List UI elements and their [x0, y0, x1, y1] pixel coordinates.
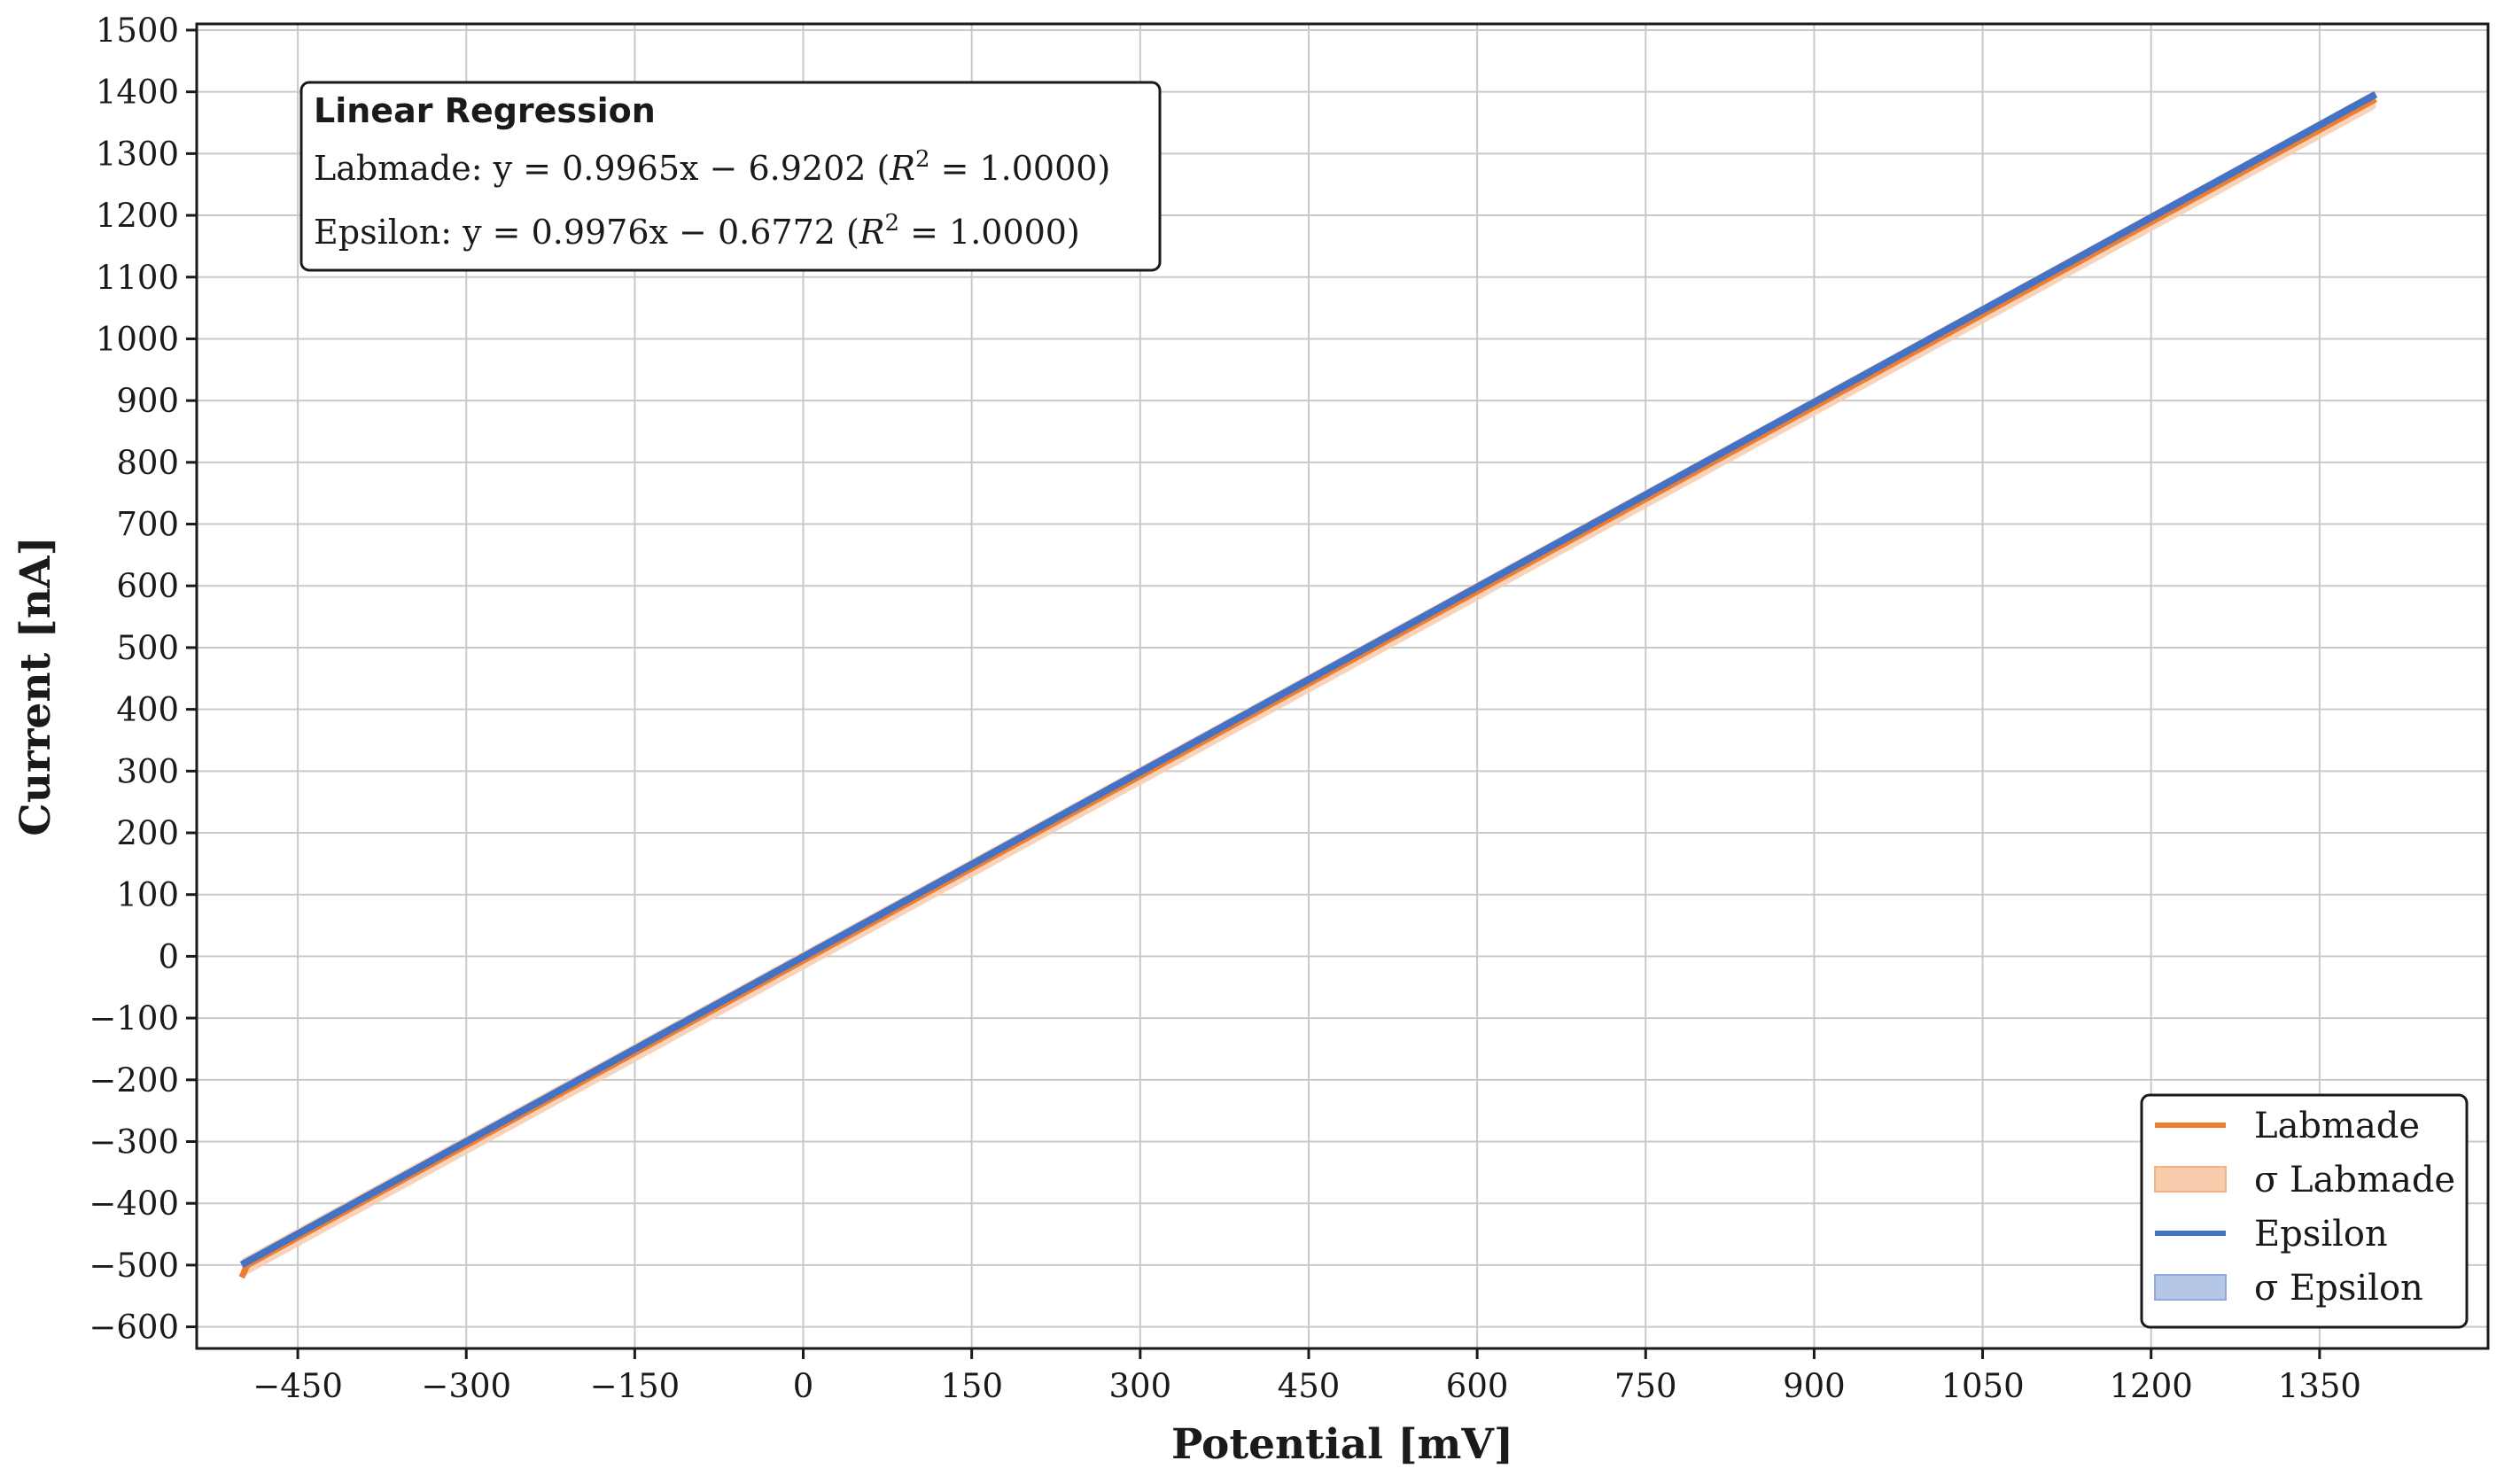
y-tick-label: 1500 [96, 12, 179, 50]
y-tick-label: −100 [89, 999, 179, 1037]
regression-annotation-box: Linear Regression Labmade: y = 0.9965x −… [299, 81, 1162, 272]
x-tick-label: −150 [590, 1367, 680, 1405]
annotation-labmade-exp: 2 [915, 146, 930, 173]
legend-label-sigma-labmade: σ Labmade [2254, 1160, 2455, 1200]
y-tick-label: 1200 [96, 197, 179, 235]
x-tick-label: 300 [1109, 1367, 1172, 1405]
legend-label-sigma-epsilon: σ Epsilon [2254, 1268, 2423, 1309]
y-tick-label: 100 [116, 876, 179, 914]
y-tick-label: −200 [89, 1061, 179, 1099]
y-tick-label: 1300 [96, 135, 179, 173]
annotation-epsilon-r: R [859, 213, 885, 252]
x-tick-label: 1200 [2110, 1367, 2193, 1405]
annotation-epsilon-suffix: = 1.0000) [899, 213, 1080, 252]
series-line-epsilon [239, 90, 2378, 1269]
y-tick-label: 900 [116, 382, 179, 420]
annotation-frame [299, 81, 1162, 272]
x-tick-label: 150 [940, 1367, 1003, 1405]
plot-frame [195, 22, 2490, 1350]
y-tick-label: −300 [89, 1123, 179, 1162]
annotation-labmade-prefix: Labmade: y = 0.9965x − 6.9202 ( [314, 149, 890, 188]
legend-label-epsilon: Epsilon [2254, 1214, 2388, 1255]
y-tick-label: 0 [158, 937, 179, 975]
annotation-labmade-r: R [889, 149, 915, 188]
y-tick-label: 1100 [96, 259, 179, 297]
x-tick-label: 600 [1446, 1367, 1509, 1405]
y-tick-label: 1400 [96, 74, 179, 112]
series-layer [238, 89, 2378, 1279]
annotation-epsilon-prefix: Epsilon: y = 0.9976x − 0.6772 ( [314, 213, 859, 252]
x-tick-label: 1350 [2278, 1367, 2361, 1405]
x-tick-label: 450 [1278, 1367, 1341, 1405]
y-tick-label: −400 [89, 1185, 179, 1223]
y-tick-label: 1000 [96, 320, 179, 358]
y-tick-label: 400 [116, 691, 179, 729]
annotation-labmade-suffix: = 1.0000) [930, 149, 1111, 188]
x-tick-label: 900 [1783, 1367, 1846, 1405]
y-tick-label: 800 [116, 444, 179, 482]
y-tick-label: 500 [116, 629, 179, 667]
x-axis-title: Potential [mV] [1171, 1420, 1513, 1469]
y-tick-label: 600 [116, 567, 179, 605]
annotation-epsilon-exp: 2 [884, 210, 899, 237]
y-axis-title: Current [nA] [12, 536, 60, 835]
x-tick-label: 1050 [1940, 1367, 2024, 1405]
y-tick-label: 700 [116, 506, 179, 544]
legend-swatch-sigma-epsilon [2154, 1274, 2227, 1301]
annotation-line-labmade: Labmade: y = 0.9965x − 6.9202 (R2 = 1.00… [314, 146, 1110, 188]
legend-label-labmade: Labmade [2254, 1106, 2420, 1146]
ticks: −450 −300 −150 0 150 300 450 600 750 900 1050 1200 1… [89, 12, 2361, 1405]
y-tick-label: −600 [89, 1309, 179, 1347]
annotation-title: Linear Regression [314, 91, 656, 130]
y-tick-label: 300 [116, 752, 179, 790]
annotation-line-epsilon: Epsilon: y = 0.9976x − 0.6772 (R2 = 1.00… [314, 210, 1080, 252]
y-tick-label: −500 [89, 1247, 179, 1285]
legend-swatch-sigma-labmade [2154, 1166, 2227, 1193]
legend-frame [2140, 1093, 2469, 1329]
x-tick-label: −450 [253, 1367, 343, 1405]
legend: Labmade σ Labmade Epsilon σ Epsilon [2140, 1093, 2469, 1329]
y-tick-label: 200 [116, 814, 179, 852]
x-tick-label: 750 [1614, 1367, 1677, 1405]
x-tick-label: −300 [421, 1367, 511, 1405]
x-tick-label: 0 [793, 1367, 814, 1405]
